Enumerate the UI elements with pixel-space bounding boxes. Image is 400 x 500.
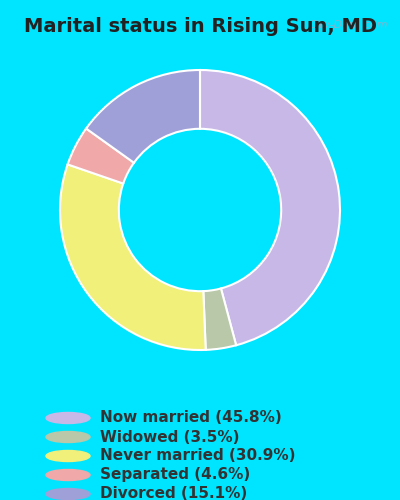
Circle shape (46, 450, 90, 462)
Circle shape (46, 488, 90, 500)
Wedge shape (86, 70, 200, 162)
Text: Never married (30.9%): Never married (30.9%) (100, 448, 296, 464)
Text: Now married (45.8%): Now married (45.8%) (100, 410, 282, 426)
Text: Widowed (3.5%): Widowed (3.5%) (100, 430, 240, 444)
Text: Separated (4.6%): Separated (4.6%) (100, 468, 250, 482)
Text: Marital status in Rising Sun, MD: Marital status in Rising Sun, MD (24, 18, 376, 36)
Text: City-Data.com: City-Data.com (308, 20, 388, 30)
Circle shape (46, 412, 90, 424)
Wedge shape (68, 128, 134, 184)
Circle shape (46, 432, 90, 442)
Wedge shape (60, 164, 206, 350)
Wedge shape (200, 70, 340, 345)
Circle shape (46, 470, 90, 480)
Wedge shape (203, 288, 236, 350)
Text: Divorced (15.1%): Divorced (15.1%) (100, 486, 247, 500)
